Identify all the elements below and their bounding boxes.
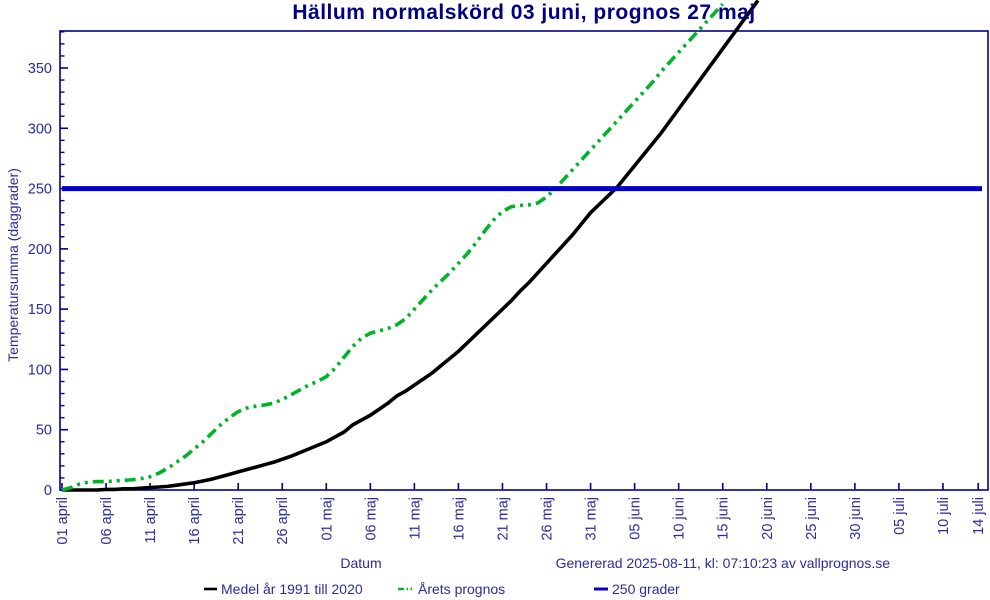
x-tick-label: 16 april: [187, 497, 203, 545]
legend-item-250: 250 grader: [593, 580, 680, 598]
y-axis-title: Temperatursumma (daggrader): [5, 168, 21, 362]
x-tick-label: 26 april: [275, 497, 291, 545]
plot-border: [59, 30, 989, 491]
x-tick-label: 14 juli: [971, 497, 987, 535]
reference-line-marker-icon: [594, 587, 608, 591]
forecast-series-line: [61, 2, 725, 492]
legend-label-mean: Medel år 1991 till 2020: [221, 581, 363, 597]
x-tick-label: 11 april: [143, 497, 159, 543]
y-tick-label: 300: [28, 121, 52, 137]
x-tick-label: 06 april: [99, 497, 115, 545]
x-axis-title: Datum: [340, 555, 382, 571]
y-tick-label: 150: [28, 302, 52, 318]
x-tick-label: 20 juni: [760, 497, 776, 540]
x-tick-label: 21 maj: [495, 497, 511, 541]
y-tick-label: 50: [36, 423, 52, 439]
x-tick-label: 15 juni: [716, 497, 732, 540]
x-tick-label: 01 maj: [319, 497, 335, 541]
legend-label-forecast: Årets prognos: [418, 581, 506, 597]
series-lines: [61, 0, 982, 492]
x-tick-label: 06 maj: [363, 497, 379, 541]
y-tick-label: 250: [28, 182, 52, 198]
x-tick-label: 10 juli: [936, 497, 952, 535]
mean-series-line: [62, 0, 760, 492]
y-tick-label: 0: [44, 483, 52, 499]
x-tick-label: 01 april: [55, 497, 71, 545]
plot-frame: [59, 30, 989, 491]
forecast-line-marker-icon: [398, 587, 415, 591]
tick-labels: 0 50 100 150 200 250 300 350 01 april 06 april 11 …: [28, 61, 987, 545]
axis-ticks: [60, 31, 980, 491]
x-tick-label: 31 maj: [584, 497, 600, 541]
x-tick-label: 30 juni: [848, 497, 864, 540]
y-tick-label: 100: [28, 362, 52, 378]
legend-label-250: 250 grader: [612, 581, 680, 597]
legend-item-forecast: Årets prognos: [398, 580, 505, 598]
x-tick-label: 05 juni: [628, 497, 644, 540]
y-tick-label: 350: [28, 61, 52, 77]
legend-item-mean: Medel år 1991 till 2020: [203, 580, 363, 598]
chart-title: Hällum normalskörd 03 juni, prognos 27 m…: [292, 1, 756, 24]
x-tick-label: 21 april: [231, 497, 247, 545]
x-tick-label: 25 juni: [804, 497, 820, 540]
x-tick-label: 05 juli: [892, 497, 908, 535]
y-tick-label: 200: [28, 242, 52, 258]
mean-line-marker-icon: [204, 587, 217, 591]
x-tick-label: 10 juni: [672, 497, 688, 540]
x-tick-label: 26 maj: [540, 497, 556, 541]
x-tick-label: 16 maj: [451, 497, 467, 541]
generated-note: Genererad 2025-08-11, kl: 07:10:23 av va…: [555, 555, 890, 571]
x-tick-label: 11 maj: [407, 497, 423, 539]
